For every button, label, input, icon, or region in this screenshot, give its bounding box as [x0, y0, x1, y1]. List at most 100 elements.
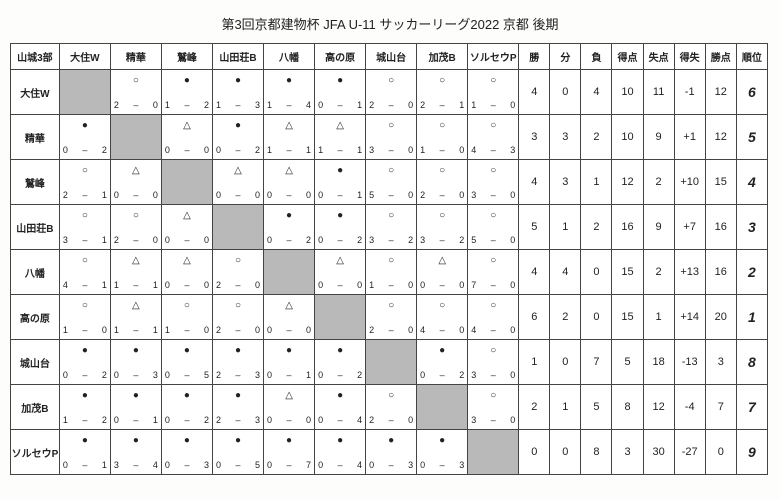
- result-cell: △0–0: [161, 205, 212, 250]
- result-score: 3–0: [468, 371, 518, 384]
- result-mark: ○: [213, 250, 263, 270]
- result-mark: ●: [162, 430, 212, 450]
- col-header-stat: 負: [581, 44, 612, 70]
- result-score: 5–0: [366, 191, 416, 204]
- result-score: 0–5: [213, 461, 263, 474]
- stat-cell: 4: [550, 250, 581, 295]
- stat-cell: +13: [674, 250, 705, 295]
- table-row: ソルセウP●0–1●3–4●0–3●0–5●0–7●0–4●0–3●0–3008…: [11, 430, 768, 475]
- stat-cell: 1: [550, 385, 581, 430]
- result-mark: ●: [264, 430, 314, 450]
- stat-cell: 1: [550, 205, 581, 250]
- result-cell: ●0–2: [417, 340, 468, 385]
- league-table: 山城3部大住W精華鷲峰山田荘B八幡高の原城山台加茂BソルセウP勝分負得点失点得失…: [10, 43, 768, 475]
- col-header-team: 八幡: [264, 44, 315, 70]
- row-header-team: 大住W: [11, 70, 60, 115]
- result-mark: ●: [111, 430, 161, 450]
- col-header-stat: 失点: [643, 44, 674, 70]
- result-cell: ●0–1: [59, 430, 110, 475]
- result-cell: ● 1–4: [264, 70, 315, 115]
- stat-cell: +10: [674, 160, 705, 205]
- result-mark: ●: [315, 340, 365, 360]
- result-score: 1–0: [162, 326, 212, 339]
- result-mark: ○: [366, 250, 416, 270]
- col-header-team: 加茂B: [417, 44, 468, 70]
- result-cell: ○2–1: [59, 160, 110, 205]
- stat-cell: 4: [519, 70, 550, 115]
- result-mark: ●: [315, 160, 365, 180]
- col-header-team: 城山台: [366, 44, 417, 70]
- result-score: 0–3: [162, 461, 212, 474]
- result-score: 0–4: [315, 416, 365, 429]
- rank-cell: 2: [736, 250, 767, 295]
- stat-cell: 0: [550, 70, 581, 115]
- result-mark: ●: [315, 385, 365, 405]
- result-mark: ○: [417, 70, 467, 90]
- result-mark: ●: [264, 70, 314, 90]
- result-score: 1–1: [264, 146, 314, 159]
- result-mark: ●: [417, 430, 467, 450]
- col-header-team: ソルセウP: [468, 44, 519, 70]
- result-cell: ●0–1: [315, 70, 366, 115]
- result-cell: ● 0–2: [315, 205, 366, 250]
- stat-cell: 15: [612, 295, 643, 340]
- result-score: 1–4: [264, 101, 314, 114]
- col-header-team: 大住W: [59, 44, 110, 70]
- result-score: 1–1: [315, 146, 365, 159]
- result-cell: ○4–1: [59, 250, 110, 295]
- result-score: 0–3: [111, 371, 161, 384]
- result-mark: △: [213, 160, 263, 180]
- result-mark: △: [417, 250, 467, 270]
- rank-cell: 6: [736, 70, 767, 115]
- result-mark: ○: [366, 115, 416, 135]
- stat-cell: 0: [705, 430, 736, 475]
- result-cell: ●2–3: [212, 340, 263, 385]
- table-row: 大住W○2–0●1–2●1–3●1–4●0–1○2–0○2–1○1–040410…: [11, 70, 768, 115]
- result-score: 1–1: [111, 281, 161, 294]
- result-cell: ○3–0: [468, 160, 519, 205]
- stat-cell: 10: [612, 70, 643, 115]
- result-mark: ○: [468, 340, 518, 360]
- table-row: 高の原○1–0△1–1○1–0○2–0△0–0○2–0○4–0○4–062015…: [11, 295, 768, 340]
- result-cell: ●0–1: [264, 340, 315, 385]
- result-cell: ●0–2: [161, 385, 212, 430]
- stat-cell: 16: [705, 205, 736, 250]
- result-score: 0–2: [315, 236, 365, 249]
- result-cell: ○2–0: [110, 205, 161, 250]
- stat-cell: -4: [674, 385, 705, 430]
- result-cell: ○2–0: [366, 70, 417, 115]
- result-cell: ●3–4: [110, 430, 161, 475]
- result-mark: ●: [60, 115, 110, 135]
- result-cell: ○ 1–0: [366, 250, 417, 295]
- result-score: 2–0: [366, 326, 416, 339]
- diagonal-cell: [315, 295, 366, 340]
- result-cell: ○3–0: [366, 115, 417, 160]
- result-cell: ○2–0: [366, 385, 417, 430]
- stat-cell: 15: [705, 160, 736, 205]
- result-cell: ●0–1: [110, 385, 161, 430]
- result-mark: ●: [315, 205, 365, 225]
- result-cell: ○1–0: [59, 295, 110, 340]
- corner-header: 山城3部: [11, 44, 60, 70]
- result-cell: ●1–2: [59, 385, 110, 430]
- row-header-team: ソルセウP: [11, 430, 60, 475]
- row-header-team: 精華: [11, 115, 60, 160]
- stat-cell: 4: [519, 250, 550, 295]
- result-mark: △: [162, 115, 212, 135]
- result-score: 0–2: [213, 146, 263, 159]
- result-cell: ○2–0: [366, 295, 417, 340]
- result-cell: ○1–0: [468, 70, 519, 115]
- result-mark: ●: [315, 70, 365, 90]
- result-score: 2–0: [366, 101, 416, 114]
- table-row: 八幡○4–1△1–1△0–0○2–0△0–0○1–0△0–0○7–0440152…: [11, 250, 768, 295]
- stat-cell: 3: [550, 115, 581, 160]
- result-score: 1–1: [111, 326, 161, 339]
- result-cell: ●0–3: [417, 430, 468, 475]
- result-cell: △0–0: [264, 160, 315, 205]
- result-cell: ●0–5: [161, 340, 212, 385]
- result-score: 0–2: [60, 371, 110, 384]
- result-mark: ●: [162, 385, 212, 405]
- result-cell: △1–1: [110, 295, 161, 340]
- result-score: 1–0: [366, 281, 416, 294]
- result-mark: ○: [366, 160, 416, 180]
